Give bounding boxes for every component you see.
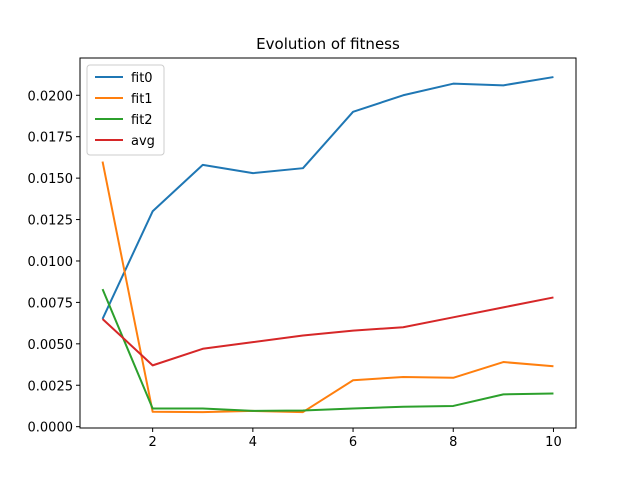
legend: fit0 fit1 fit2 avg (86, 64, 165, 156)
series-line-fit2 (101, 288, 554, 412)
y-tick-label: 0.0075 (28, 296, 74, 311)
series-line-avg (101, 296, 554, 367)
legend-label-avg: avg (131, 134, 155, 149)
x-tick-label: 4 (249, 435, 257, 450)
y-tick-label: 0.0125 (28, 214, 74, 229)
y-tick-label: 0.0175 (28, 131, 74, 146)
x-tick-label: 2 (149, 435, 157, 450)
y-tick-label: 0.0100 (28, 255, 74, 270)
y-tick-label: 0.0200 (28, 89, 74, 104)
y-tick-label: 0.0000 (28, 421, 74, 436)
legend-box (86, 64, 165, 156)
x-tick-label: 6 (349, 435, 357, 450)
y-tick-label: 0.0050 (28, 338, 74, 353)
legend-label-fit2: fit2 (131, 113, 153, 128)
y-axis: 0.0000 0.0025 0.0050 0.0075 0.0100 0.0125 0.01… (28, 89, 80, 436)
x-axis: 2 4 6 8 10 (149, 428, 562, 450)
legend-label-fit0: fit0 (131, 71, 153, 86)
x-tick-label: 10 (545, 435, 562, 450)
plot-frame (79, 57, 577, 429)
y-tick-label: 0.0150 (28, 172, 74, 187)
series-line-fit1 (101, 161, 554, 414)
series-line-fit0 (101, 76, 554, 320)
plot-lines (101, 76, 554, 414)
y-tick-label: 0.0025 (28, 379, 74, 394)
legend-label-fit1: fit1 (131, 92, 153, 107)
x-tick-label: 8 (449, 435, 457, 450)
chart-title: Evolution of fitness (256, 35, 400, 53)
